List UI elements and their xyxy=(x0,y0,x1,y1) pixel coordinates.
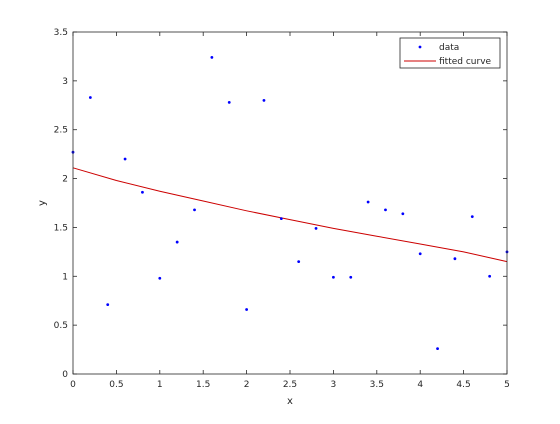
x-tick-label: 2.5 xyxy=(283,380,297,390)
x-tick-label: 0.5 xyxy=(109,380,123,390)
x-tick-label: 1 xyxy=(157,380,163,390)
data-point xyxy=(488,274,492,278)
data-point xyxy=(279,217,283,221)
data-point xyxy=(384,208,387,212)
y-tick-label: 3 xyxy=(62,77,68,87)
x-tick-label: 4 xyxy=(417,380,423,390)
y-axis-label: y xyxy=(37,200,48,206)
fitted-curve-line xyxy=(72,167,508,263)
legend: data fitted curve xyxy=(399,37,501,69)
data-point xyxy=(227,100,231,104)
data-point xyxy=(123,157,127,161)
legend-box xyxy=(399,37,501,69)
y-tick-label: 2.5 xyxy=(54,126,68,136)
data-point xyxy=(470,215,474,219)
plot-area-background xyxy=(73,32,507,374)
data-point xyxy=(106,303,110,307)
data-point xyxy=(193,208,196,212)
legend-marker-data xyxy=(418,45,422,49)
x-axis-label: x xyxy=(287,396,293,407)
data-point xyxy=(88,96,92,99)
x-axis-ticks: 0 0.5 1 1.5 2 2.5 3 3.5 4 4.5 5 xyxy=(70,32,510,390)
data-point xyxy=(210,56,214,59)
y-tick-label: 3.5 xyxy=(54,28,68,38)
data-point xyxy=(453,257,457,261)
data-point xyxy=(366,200,370,204)
x-tick-label: 5 xyxy=(504,380,510,390)
fitted-curve-layer xyxy=(72,167,508,263)
y-tick-label: 1.5 xyxy=(54,223,68,233)
data-point xyxy=(297,260,301,264)
data-point xyxy=(418,252,422,256)
data-points-layer xyxy=(71,56,509,350)
data-point xyxy=(314,227,318,230)
y-tick-label: 0.5 xyxy=(54,321,68,331)
data-point xyxy=(245,308,249,311)
data-point xyxy=(349,275,353,279)
x-tick-label: 3 xyxy=(331,380,337,390)
x-tick-label: 0 xyxy=(70,380,76,390)
x-tick-label: 4.5 xyxy=(456,380,470,390)
data-point xyxy=(158,276,162,280)
data-point xyxy=(262,99,266,102)
y-tick-label: 2 xyxy=(62,175,68,185)
y-axis-ticks: 0 0.5 1 1.5 2 2.5 3 3.5 xyxy=(54,28,507,380)
legend-label-data: data xyxy=(439,43,459,53)
x-tick-label: 1.5 xyxy=(196,380,210,390)
data-point xyxy=(141,190,144,194)
y-tick-label: 1 xyxy=(62,272,68,282)
x-tick-label: 3.5 xyxy=(370,380,384,390)
legend-label-fitted-curve: fitted curve xyxy=(439,57,492,67)
x-tick-label: 2 xyxy=(244,380,250,390)
data-point xyxy=(401,212,405,216)
data-point xyxy=(332,275,335,279)
data-point xyxy=(175,240,179,244)
data-point xyxy=(436,347,439,350)
y-tick-label: 0 xyxy=(62,370,68,380)
